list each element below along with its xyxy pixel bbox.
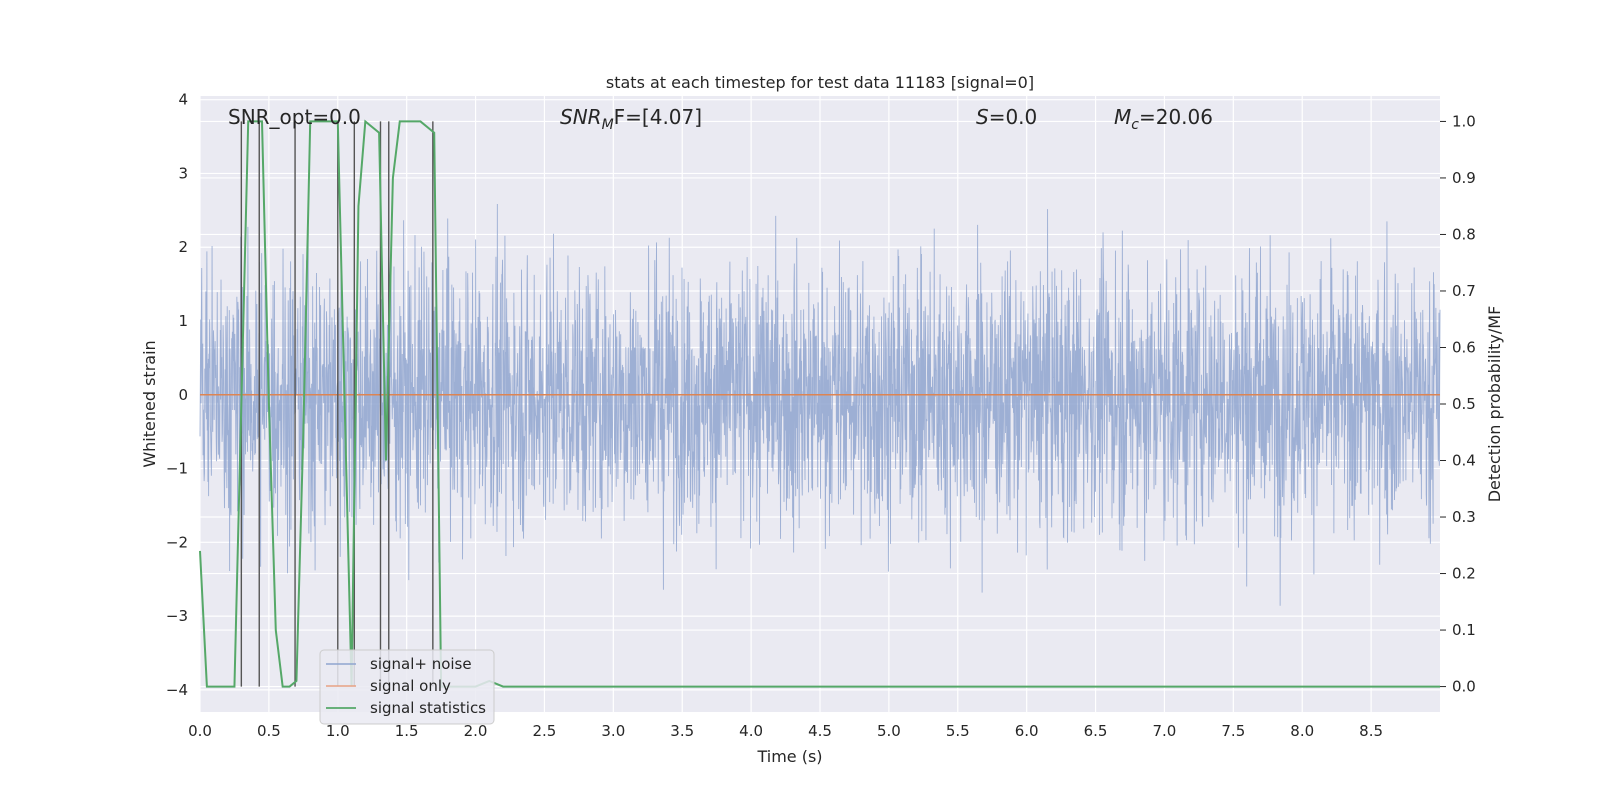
y-axis-label: Whitened strain [140, 340, 159, 467]
annotation-snr-opt: SNR_opt=0.0 [228, 105, 361, 129]
legend: signal+ noise signal only signal statist… [319, 649, 495, 725]
chart-title: stats at each timestep for test data 111… [606, 73, 1034, 92]
y2-tick-label: 0.5 [1452, 395, 1476, 413]
legend-label-signal-statistics: signal statistics [370, 699, 486, 717]
annotation-snr-mf-subscript: M [602, 117, 614, 133]
y2-tick-label: 0.8 [1452, 225, 1476, 243]
y-tick-label: −3 [166, 607, 188, 625]
axis-ticks: 0.0 0.5 1.0 1.5 2.0 2.5 3.0 3.5 4.0 4.5 5.0 5.5 6.0 6… [166, 91, 1476, 740]
x-tick-label: 2.0 [464, 722, 488, 740]
x-tick-label: 4.0 [739, 722, 763, 740]
annotation-s: S=0.0 [976, 105, 1037, 129]
x-tick-label: 5.0 [877, 722, 901, 740]
annotation-s-value: =0.0 [989, 105, 1038, 129]
y-tick-label: −1 [166, 460, 188, 478]
y2-tick-label: 0.4 [1452, 452, 1476, 470]
x-tick-label: 8.0 [1290, 722, 1314, 740]
vertical-markers [240, 121, 434, 687]
y2-tick-label: 0.2 [1452, 565, 1476, 583]
y2-axis-label: Detection probability/MF [1485, 306, 1504, 503]
y2-tick-label: 0.6 [1452, 338, 1476, 356]
x-tick-label: 0.5 [257, 722, 281, 740]
x-tick-label: 3.0 [601, 722, 625, 740]
x-tick-label: 2.5 [533, 722, 557, 740]
y-tick-label: 4 [178, 91, 188, 109]
y2-tick-label: 1.0 [1452, 112, 1476, 130]
annotation-mc-symbol: M [1114, 105, 1131, 129]
x-axis-label: Time (s) [756, 747, 822, 766]
annotation-mc-subscript: c [1131, 117, 1139, 133]
y-tick-label: −4 [166, 681, 188, 699]
signal-noise-line [199, 204, 1441, 606]
y2-tick-label: 0.1 [1452, 621, 1476, 639]
signal-statistics-line [199, 119, 1440, 688]
signal-statistics-series [199, 119, 1440, 688]
y2-tick-label: 0.3 [1452, 508, 1476, 526]
x-tick-label: 6.0 [1015, 722, 1039, 740]
annotation-mc: Mc=20.06 [1114, 105, 1213, 133]
annotation-s-symbol: S [976, 105, 989, 129]
y2-tick-label: 0.0 [1452, 678, 1476, 696]
x-tick-label: 4.5 [808, 722, 832, 740]
annotation-snr-mf: SNRMF=[4.07] [560, 105, 702, 133]
x-tick-label: 7.0 [1153, 722, 1177, 740]
annotation-snr-mf-value: F=[4.07] [614, 105, 702, 129]
y2-tick-label: 0.9 [1452, 169, 1476, 187]
x-tick-label: 3.5 [670, 722, 694, 740]
x-tick-label: 0.0 [188, 722, 212, 740]
signal-noise-series [199, 204, 1441, 606]
x-tick-label: 5.5 [946, 722, 970, 740]
x-tick-label: 1.0 [326, 722, 350, 740]
y-tick-label: −2 [166, 533, 188, 551]
x-tick-label: 8.5 [1359, 722, 1383, 740]
y-tick-label: 3 [178, 164, 188, 182]
legend-label-signal-noise: signal+ noise [370, 655, 472, 673]
y2-tick-label: 0.7 [1452, 282, 1476, 300]
y-tick-label: 0 [178, 386, 188, 404]
x-tick-label: 1.5 [395, 722, 419, 740]
y-tick-label: 1 [178, 312, 188, 330]
legend-box [319, 649, 495, 725]
y-tick-label: 2 [178, 238, 188, 256]
annotation-mc-value: =20.06 [1139, 105, 1213, 129]
x-tick-label: 7.5 [1221, 722, 1245, 740]
legend-label-signal-only: signal only [370, 677, 451, 695]
x-tick-label: 6.5 [1084, 722, 1108, 740]
annotation-snr-mf-symbol: SNR [560, 105, 602, 129]
